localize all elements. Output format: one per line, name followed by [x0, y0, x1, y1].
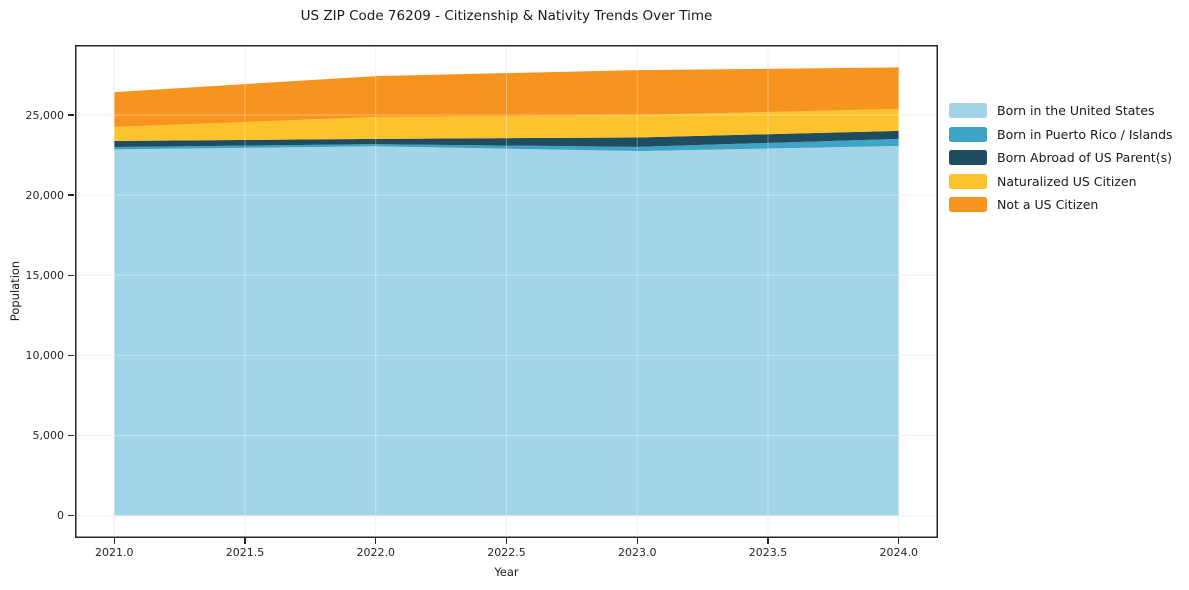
chart-title: US ZIP Code 76209 - Citizenship & Nativi…: [300, 8, 713, 24]
legend-swatch: [949, 126, 987, 142]
x-tick-mark: [898, 538, 900, 544]
area-not-a-us-citizen: [114, 67, 899, 128]
legend-item-born-in-puerto-rico-islands: Born in Puerto Rico / Islands: [949, 126, 1173, 142]
legend-label: Naturalized US Citizen: [997, 173, 1137, 189]
x-tick-mark: [636, 538, 638, 544]
legend-label: Born in the United States: [997, 103, 1155, 118]
legend-item-born-in-the-united-states: Born in the United States: [949, 103, 1173, 118]
x-tick-mark: [375, 538, 377, 544]
legend-label: Born in Puerto Rico / Islands: [997, 126, 1173, 142]
x-tick-mark: [505, 538, 508, 544]
legend-item-born-abroad-of-us-parent-s: Born Abroad of US Parent(s): [949, 150, 1173, 165]
legend-swatch: [949, 197, 987, 212]
y-tick-mark: [68, 274, 74, 276]
y-tick-label: 5,000: [32, 428, 65, 442]
legend-label: Born Abroad of US Parent(s): [997, 150, 1172, 165]
x-tick-label: 2021.5: [225, 546, 265, 559]
y-tick-mark: [68, 194, 74, 196]
y-tick-mark: [68, 114, 74, 116]
y-tick-label: 10,000: [25, 348, 65, 362]
plot-spines: [75, 45, 938, 538]
x-tick-label: 2023.5: [748, 546, 788, 559]
legend-item-not-a-us-citizen: Not a US Citizen: [949, 197, 1173, 212]
legend-swatch: [949, 150, 987, 165]
x-tick-label: 2022.5: [487, 546, 526, 559]
x-axis-label: Year: [494, 565, 519, 579]
x-tick-label: 2024.0: [879, 546, 919, 559]
y-tick-label: 20,000: [25, 188, 65, 202]
area-born-abroad-of-us-parent-s: [114, 130, 899, 148]
stacked-area-chart: [75, 45, 938, 538]
x-tick-mark: [113, 538, 115, 544]
plot-area: [75, 45, 938, 538]
legend-label: Not a US Citizen: [997, 197, 1099, 212]
legend: Born in the United States Born in Puerto …: [949, 103, 1173, 221]
y-tick-mark: [68, 514, 74, 517]
area-born-in-the-united-states: [114, 145, 899, 516]
y-axis-label: Population: [8, 260, 22, 322]
y-tick-label: 25,000: [25, 108, 65, 122]
x-tick-label: 2023.0: [618, 546, 657, 559]
legend-item-naturalized-us-citizen: Naturalized US Citizen: [949, 173, 1173, 189]
legend-swatch: [949, 103, 987, 118]
y-tick-label: 15,000: [25, 268, 65, 282]
x-tick-mark: [244, 538, 246, 544]
area-naturalized-us-citizen: [114, 108, 899, 141]
y-tick-mark: [68, 434, 74, 437]
x-tick-label: 2022.0: [356, 546, 395, 559]
x-tick-label: 2021.0: [94, 546, 134, 559]
legend-swatch: [949, 173, 987, 189]
x-tick-mark: [767, 538, 769, 544]
y-tick-label: 0: [57, 509, 64, 523]
y-tick-mark: [68, 354, 74, 357]
area-born-in-puerto-rico-islands: [114, 138, 899, 152]
